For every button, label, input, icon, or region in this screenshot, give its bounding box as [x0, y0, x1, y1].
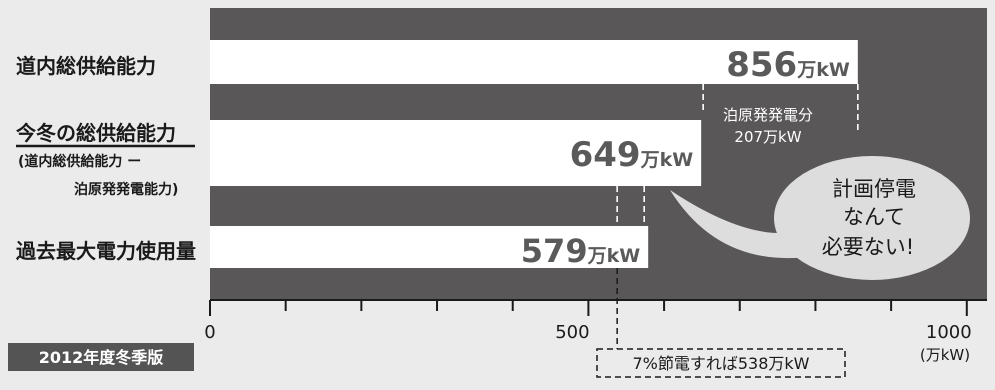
unit-label: (万kW) [920, 346, 970, 364]
category-label: 道内総供給能力 [16, 54, 156, 78]
edition-badge: 2012年度冬季版 [39, 348, 164, 367]
speech-bubble-tail [670, 190, 815, 259]
speech-bubble: 計画停電 なんて 必要ない! [670, 156, 970, 280]
bar [210, 120, 702, 186]
value-label: 649万kW [570, 135, 694, 175]
tick-label: 1000 [926, 322, 972, 343]
saving-annotation-box [596, 348, 846, 378]
bar [210, 40, 858, 84]
bubble-text-line: なんて [843, 205, 905, 229]
bar [210, 226, 649, 268]
bubble-text-line: 必要ない! [822, 235, 914, 259]
category-label: 今冬の総供給能力 [16, 121, 176, 145]
tick-label: 500 [555, 322, 589, 343]
value-label: 579万kW [521, 232, 640, 270]
tick-label: 0 [204, 322, 215, 343]
speech-bubble-body [774, 156, 970, 280]
saving-annotation: 7%節電すれば538万kW [632, 354, 809, 373]
value-label: 856万kW [726, 45, 850, 85]
bubble-text-line: 計画停電 [832, 177, 916, 201]
category-note: (道内総供給能力 ー泊原発発電能力) [18, 153, 178, 198]
edition-badge-background [8, 343, 194, 371]
tomari-annotation-line: 207万kW [734, 128, 801, 146]
category-label: 過去最大電力使用量 [16, 239, 196, 263]
tomari-annotation-line: 泊原発発電分 [723, 106, 813, 124]
